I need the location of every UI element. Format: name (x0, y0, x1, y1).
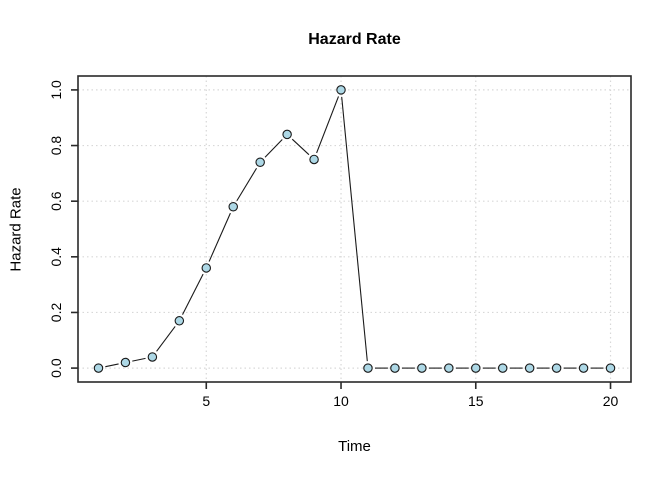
series-segment (132, 357, 146, 362)
x-tick-label: 15 (468, 393, 484, 409)
series-segment (182, 273, 204, 315)
series-segment (156, 326, 176, 352)
x-tick-label: 10 (333, 393, 349, 409)
data-point (390, 363, 400, 373)
data-point (228, 201, 238, 212)
data-point (336, 85, 346, 95)
series-segment (341, 96, 368, 362)
data-point (524, 363, 535, 373)
plot-box (77, 75, 632, 383)
data-point (201, 263, 212, 273)
data-point (282, 129, 292, 140)
y-tick-label: 1.0 (48, 80, 64, 100)
data-point (120, 357, 131, 368)
series-segment (208, 212, 231, 262)
data-point (174, 316, 185, 326)
data-point (578, 363, 589, 373)
data-point (255, 157, 265, 167)
y-axis-label: Hazard Rate (7, 187, 25, 272)
data-point (309, 154, 319, 165)
data-point (444, 363, 454, 373)
data-point (605, 363, 616, 373)
y-tick-label: 0.8 (48, 136, 64, 156)
y-tick-label: 0.0 (48, 358, 64, 378)
x-axis-label: Time (338, 438, 371, 455)
y-tick-label: 0.4 (48, 247, 64, 267)
data-point (147, 352, 158, 362)
data-point (363, 363, 373, 373)
series-segment (264, 139, 283, 158)
chart-title: Hazard Rate (308, 31, 401, 48)
series-segment (291, 138, 310, 156)
data-point (497, 363, 508, 373)
y-tick-label: 0.6 (48, 191, 64, 211)
series-segment (236, 167, 258, 202)
y-tick-label: 0.2 (48, 303, 64, 323)
x-tick-label: 5 (202, 393, 210, 409)
data-point (93, 363, 104, 373)
data-point (417, 363, 427, 373)
series-segment (316, 96, 340, 154)
x-tick-label: 20 (603, 393, 619, 409)
series-segment (105, 363, 119, 368)
data-point (551, 363, 562, 373)
data-point (471, 363, 481, 373)
